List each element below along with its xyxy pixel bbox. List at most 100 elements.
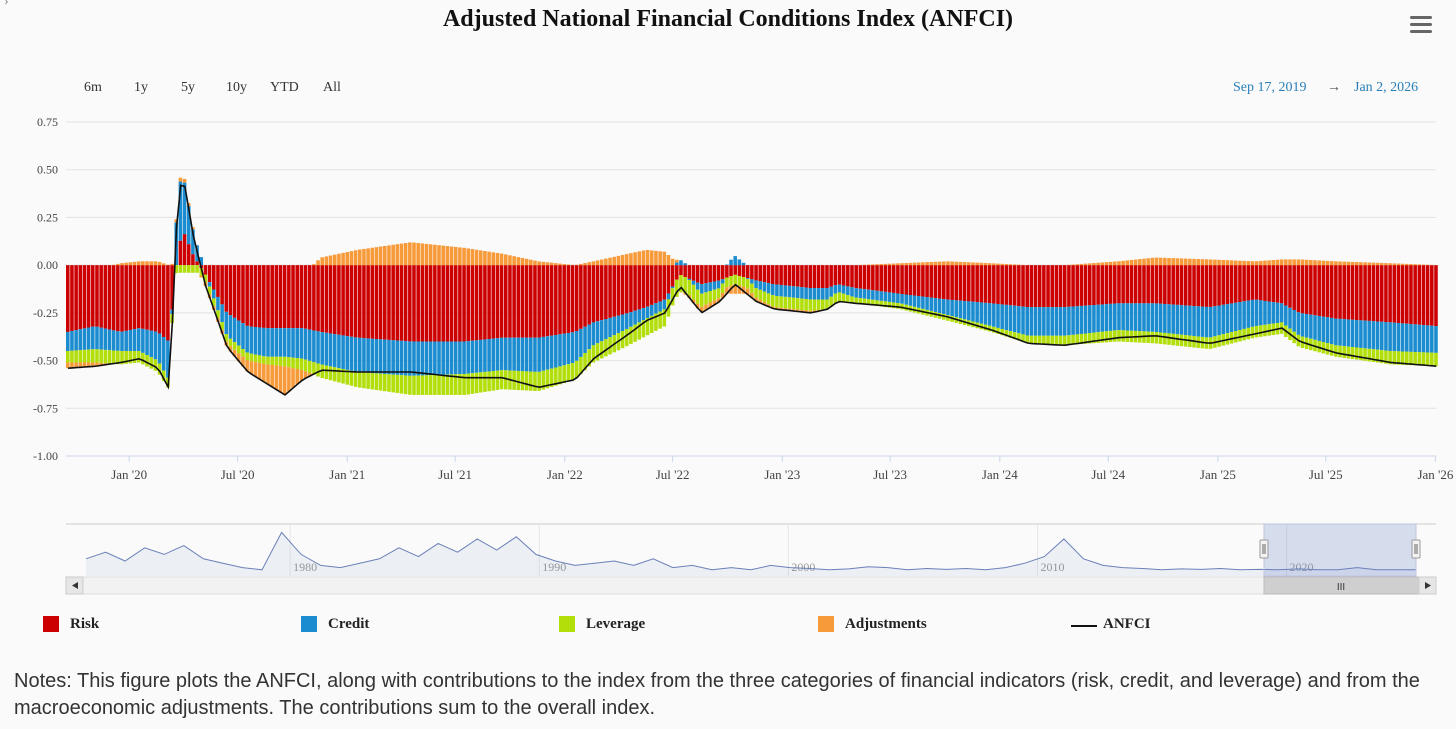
- bar-adjustments: [566, 264, 571, 266]
- bar-leverage: [128, 351, 133, 364]
- bar-risk: [987, 265, 992, 304]
- bar-credit: [1221, 304, 1226, 335]
- bar-risk: [107, 265, 112, 330]
- bar-adjustments: [750, 293, 754, 299]
- bar-risk: [91, 265, 95, 327]
- bar-leverage: [583, 353, 587, 371]
- bar-adjustments: [1125, 260, 1130, 266]
- bar-credit: [132, 329, 137, 352]
- bar-credit: [775, 284, 779, 296]
- bar-leverage: [245, 352, 249, 361]
- bar-leverage: [1388, 350, 1392, 365]
- bar-leverage: [720, 283, 725, 294]
- navigator-scrollbar-track[interactable]: [65, 576, 1437, 595]
- bar-leverage: [891, 302, 896, 309]
- legend-adjustments[interactable]: Adjustments: [845, 616, 927, 632]
- bar-leverage: [1096, 332, 1100, 343]
- bar-credit: [1008, 305, 1013, 332]
- bar-credit: [453, 341, 458, 375]
- bar-credit: [1146, 303, 1150, 332]
- bar-adjustments: [775, 307, 779, 310]
- bar-risk: [1033, 265, 1038, 308]
- legend-swatch-risk[interactable]: [43, 616, 59, 632]
- bar-leverage: [1338, 345, 1342, 358]
- legend-swatch-adjustments[interactable]: [818, 616, 834, 632]
- bar-leverage: [153, 359, 158, 371]
- legend-swatch-leverage[interactable]: [559, 616, 575, 632]
- bar-leverage: [524, 371, 529, 391]
- bar-risk: [228, 265, 233, 316]
- bar-adjustments: [441, 245, 445, 266]
- bar-risk: [253, 265, 258, 328]
- legend-risk[interactable]: Risk: [70, 616, 100, 632]
- bar-adjustments: [378, 246, 383, 266]
- bar-credit: [950, 299, 954, 317]
- bar-credit: [599, 320, 604, 342]
- bar-adjustments: [591, 261, 596, 266]
- bar-leverage: [428, 375, 433, 395]
- bar-risk: [962, 265, 967, 302]
- bar-leverage: [558, 366, 562, 385]
- range-button-all[interactable]: All: [323, 80, 341, 95]
- bar-adjustments: [1259, 260, 1263, 266]
- bar-leverage: [1171, 333, 1175, 346]
- bar-adjustments: [708, 302, 712, 308]
- bar-risk: [725, 265, 729, 278]
- bar-adjustments: [1325, 260, 1330, 266]
- hamburger-menu-icon[interactable]: [1410, 16, 1432, 34]
- bar-risk: [1054, 265, 1059, 308]
- bar-credit: [1354, 320, 1359, 348]
- bar-leverage: [349, 370, 354, 386]
- bar-credit: [975, 302, 979, 323]
- bar-risk: [1275, 265, 1280, 303]
- legend-swatch-credit[interactable]: [301, 616, 317, 632]
- bar-risk: [345, 265, 350, 337]
- navigator-handle-right[interactable]: [1411, 539, 1421, 559]
- bar-credit: [1163, 303, 1167, 333]
- bar-credit: [1092, 305, 1096, 333]
- legend-credit[interactable]: Credit: [328, 616, 370, 632]
- bar-adjustments: [1075, 264, 1080, 266]
- bar-adjustments: [929, 261, 934, 266]
- bar-adjustments: [387, 245, 391, 266]
- range-button-1y[interactable]: 1y: [134, 80, 148, 95]
- bar-leverage: [1104, 331, 1109, 343]
- bar-adjustments: [875, 264, 879, 266]
- bar-risk: [116, 265, 120, 332]
- bar-risk: [249, 265, 254, 327]
- bar-credit: [662, 299, 667, 310]
- legend-line-anfci[interactable]: [1071, 625, 1097, 627]
- bar-leverage: [195, 265, 199, 273]
- bar-leverage: [1242, 328, 1246, 341]
- bar-risk: [66, 265, 70, 332]
- bar-adjustments: [983, 262, 988, 266]
- range-button-5y[interactable]: 5y: [181, 80, 195, 95]
- bar-risk: [704, 265, 708, 284]
- date-range-to[interactable]: Jan 2, 2026: [1354, 80, 1419, 95]
- bar-risk: [816, 265, 821, 289]
- bar-credit: [495, 338, 500, 371]
- bar-risk: [307, 265, 312, 330]
- bar-risk: [1217, 265, 1221, 306]
- bar-credit: [512, 337, 516, 371]
- bar-adjustments: [654, 250, 658, 266]
- navigator-selected-range[interactable]: [1263, 523, 1417, 577]
- bar-adjustments: [1204, 259, 1209, 266]
- bar-risk: [1392, 265, 1397, 323]
- bar-adjustments: [954, 261, 959, 266]
- range-button-6m[interactable]: 6m: [84, 80, 102, 95]
- bar-leverage: [883, 301, 888, 308]
- range-button-ytd[interactable]: YTD: [270, 80, 299, 95]
- legend-leverage[interactable]: Leverage: [586, 616, 646, 632]
- bar-credit: [320, 332, 325, 365]
- bar-leverage: [1183, 335, 1188, 347]
- bar-leverage: [1417, 352, 1422, 366]
- bar-credit: [633, 310, 637, 325]
- date-range-from[interactable]: Sep 17, 2019: [1233, 80, 1307, 95]
- bar-risk: [1359, 265, 1363, 321]
- navigator-handle-left[interactable]: [1259, 539, 1269, 559]
- legend-anfci[interactable]: ANFCI: [1103, 616, 1151, 632]
- range-button-10y[interactable]: 10y: [226, 80, 247, 95]
- bar-adjustments: [303, 371, 308, 379]
- bar-risk: [1221, 265, 1226, 305]
